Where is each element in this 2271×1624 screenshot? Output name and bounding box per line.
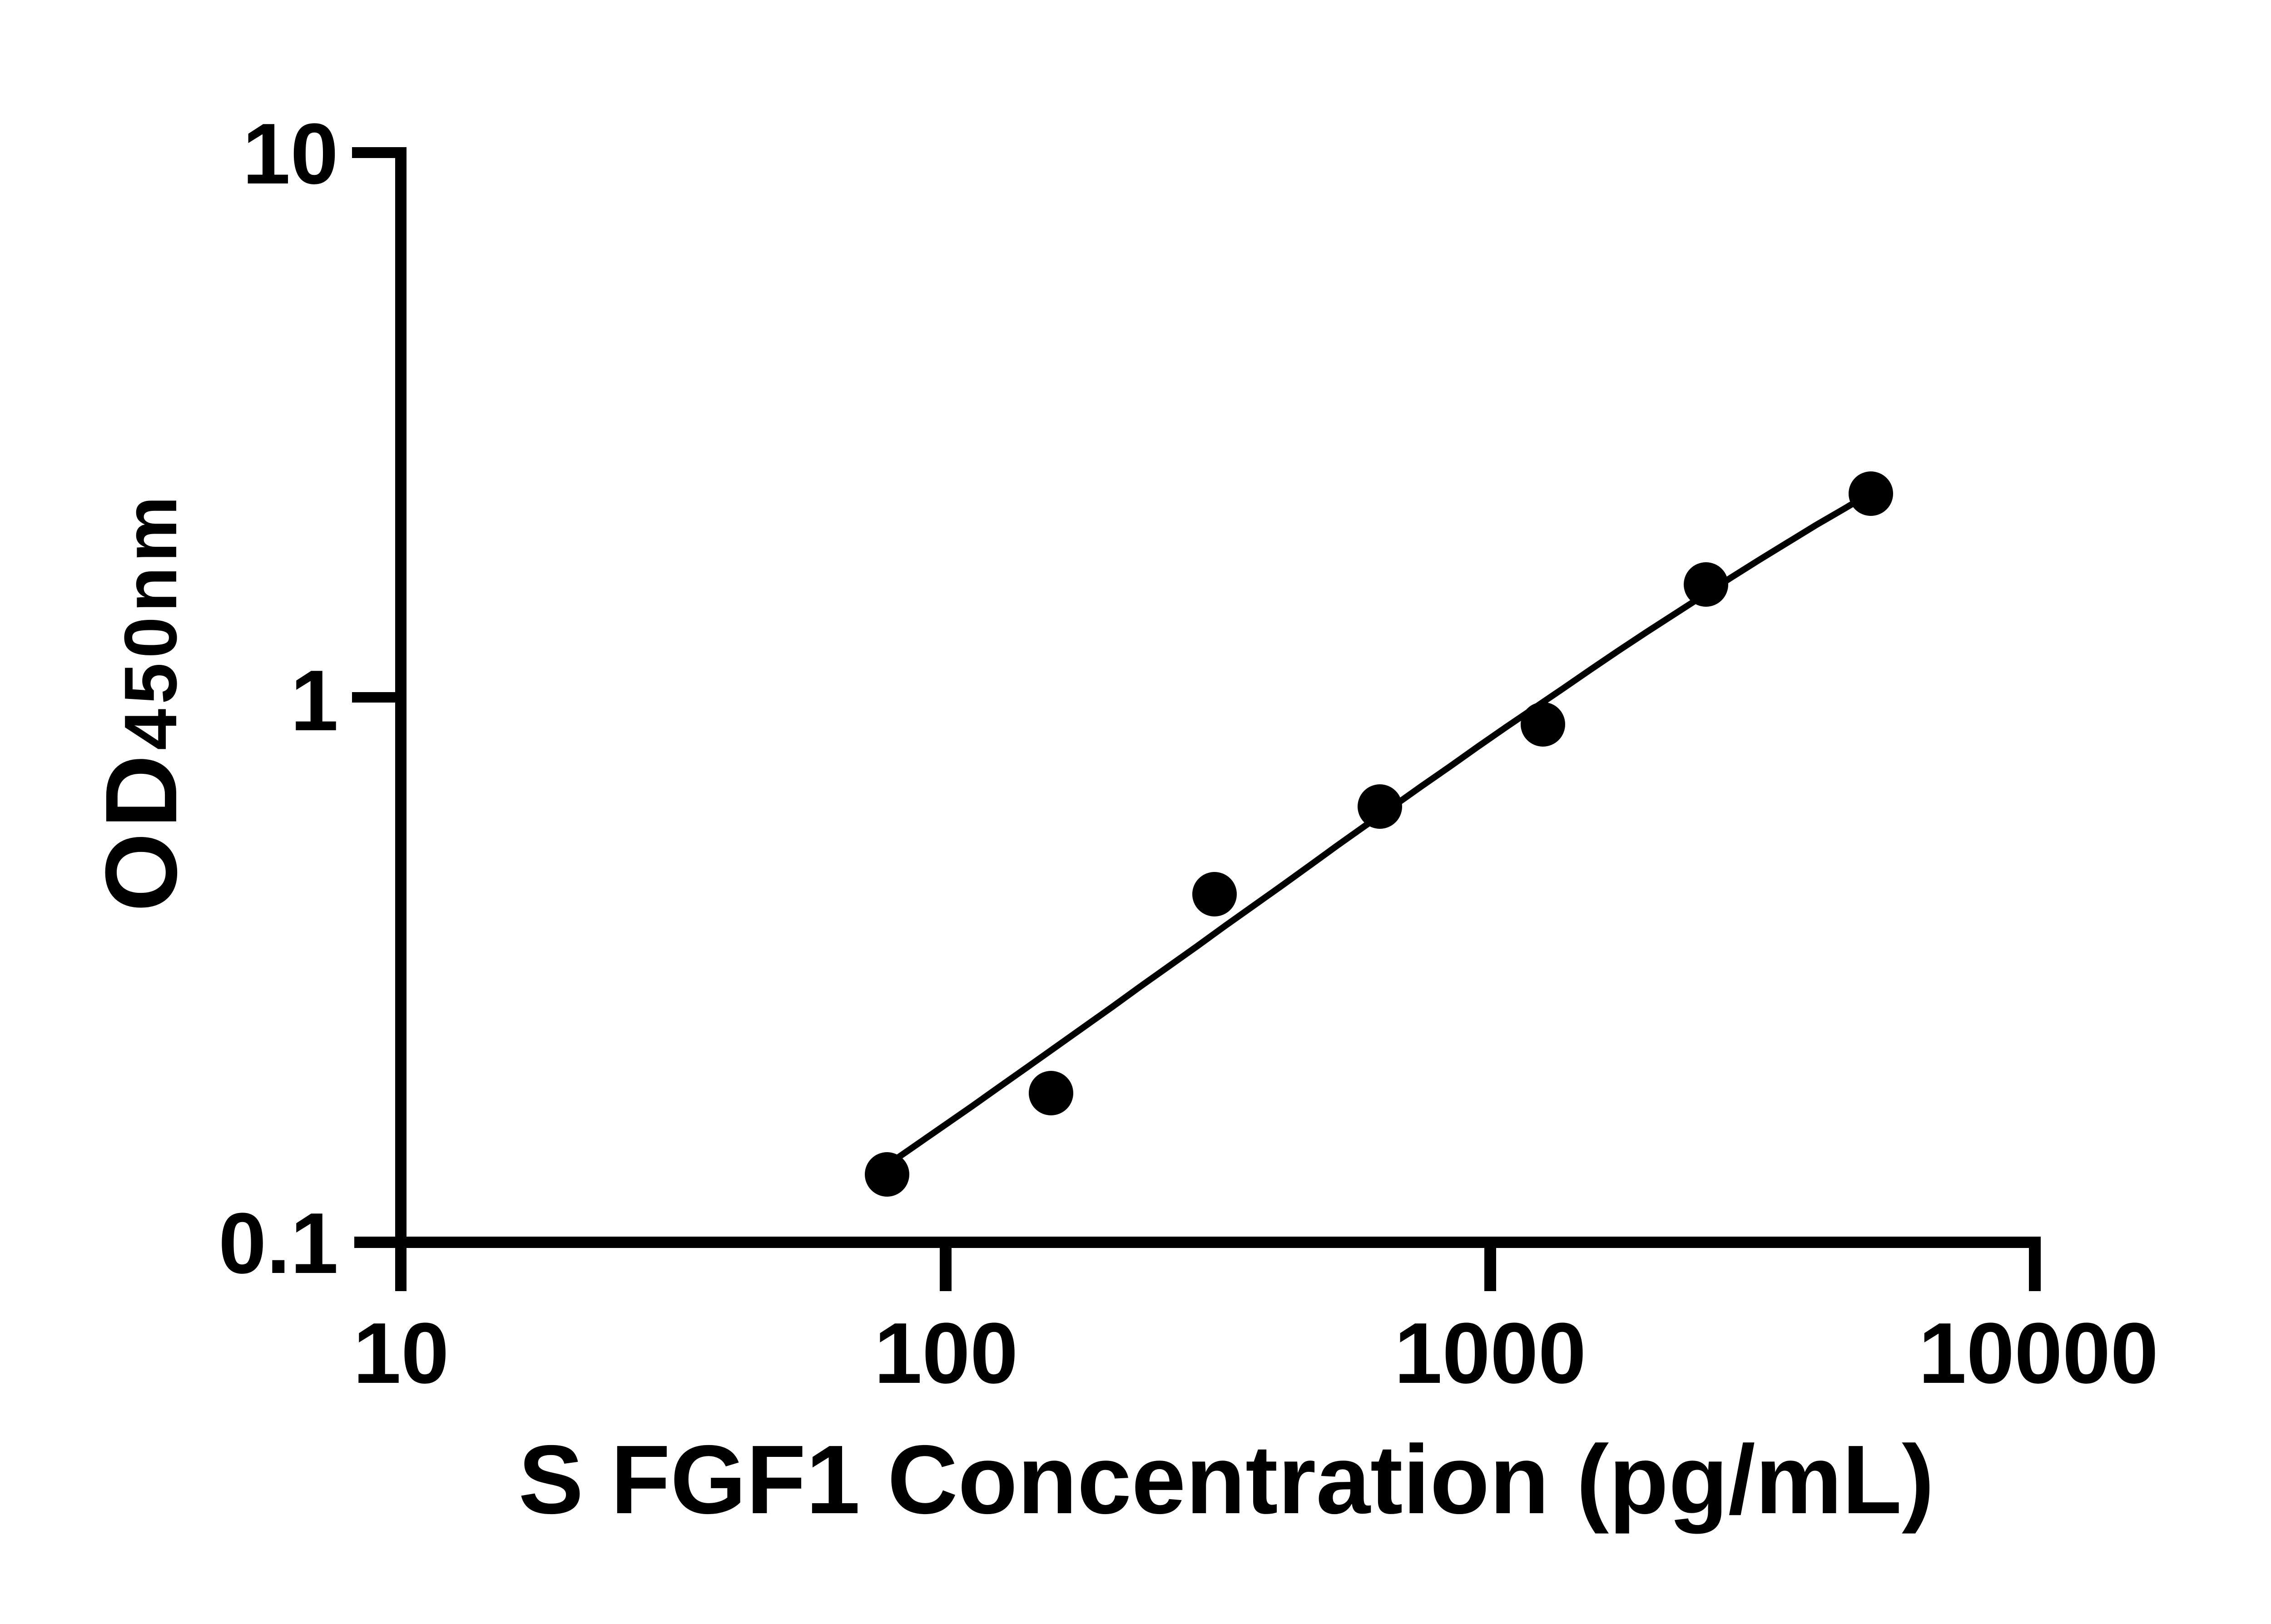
svg-text:10: 10 [243,106,338,202]
svg-text:OD450nm: OD450nm [84,491,198,912]
svg-text:10: 10 [353,1305,449,1401]
svg-text:S FGF1 Concentration (pg/mL): S FGF1 Concentration (pg/mL) [518,1425,1934,1534]
svg-text:10000: 10000 [1919,1305,2158,1401]
svg-text:0.1: 0.1 [218,1195,338,1292]
svg-text:100: 100 [874,1305,1018,1401]
svg-text:1000: 1000 [1394,1305,1587,1401]
svg-text:1: 1 [290,653,338,749]
